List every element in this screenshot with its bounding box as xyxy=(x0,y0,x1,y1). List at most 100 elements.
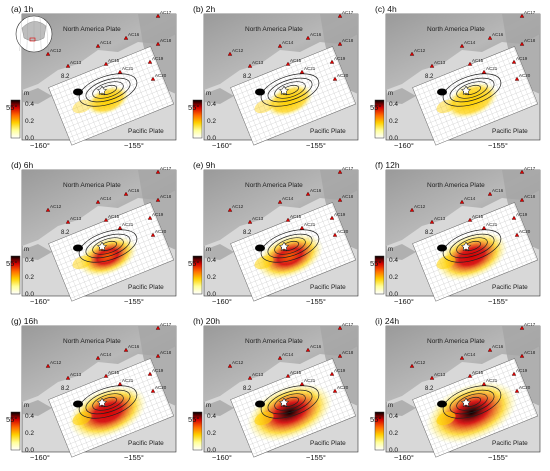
station-label: AC12 xyxy=(414,204,426,209)
station-marker xyxy=(429,375,435,380)
alaska-land xyxy=(386,170,540,246)
station-label: AC13 xyxy=(252,216,264,221)
north-america-plate-label: North America Plate xyxy=(63,338,121,345)
longitude-label: −155° xyxy=(488,453,508,462)
station-marker xyxy=(519,41,525,46)
station-label: AC15 xyxy=(108,58,120,63)
station-label: AC15 xyxy=(108,214,120,219)
station-label: AC12 xyxy=(232,48,244,53)
contour-0 xyxy=(442,385,502,419)
alaska-land xyxy=(22,14,176,90)
station-label: AC20 xyxy=(155,229,167,234)
island-land xyxy=(204,244,234,260)
station-marker xyxy=(147,59,153,64)
station-label: AC14 xyxy=(282,196,294,201)
station-label: AC13 xyxy=(70,60,82,65)
station-label: AC20 xyxy=(519,229,531,234)
station-label: AC14 xyxy=(100,196,112,201)
colorbar-tick: 0.0 xyxy=(207,291,217,298)
slip-secondary xyxy=(72,99,92,114)
focal-mechanism xyxy=(73,88,83,96)
contour-1 xyxy=(449,389,495,415)
station-marker xyxy=(305,191,311,196)
station-marker xyxy=(409,51,415,56)
epicenter-star xyxy=(278,85,290,95)
colorbar-tick: 0.2 xyxy=(389,118,399,125)
station-marker xyxy=(514,232,520,237)
station-label: AC17 xyxy=(342,10,354,15)
colorbar-title: m xyxy=(388,91,393,97)
contour-0 xyxy=(78,73,138,107)
contour-1 xyxy=(85,233,131,259)
contour-2 xyxy=(92,237,124,255)
colorbar-title: m xyxy=(206,247,211,253)
station-marker xyxy=(285,61,291,66)
station-marker xyxy=(299,225,305,230)
map-panel-a: (a) 1h North America Plate Pacific Plate 8.… xyxy=(6,4,178,150)
station-label: AC16 xyxy=(128,344,140,349)
magnitude-label: 8.2 xyxy=(243,74,252,80)
latitude-label: 55° xyxy=(6,103,18,112)
north-america-plate-label: North America Plate xyxy=(245,182,303,189)
contour-lines xyxy=(260,385,320,419)
contour-2 xyxy=(456,393,488,411)
island-land xyxy=(22,244,52,260)
station-label: AC19 xyxy=(516,212,528,217)
station-label: AC16 xyxy=(492,188,504,193)
station-marker xyxy=(247,375,253,380)
station-label: AC19 xyxy=(334,56,346,61)
station-marker xyxy=(337,13,343,18)
station-label: AC16 xyxy=(128,188,140,193)
map-panel-h: (h) 20h North America Plate Pacific Plate 8… xyxy=(188,316,360,462)
station-label: AC19 xyxy=(152,56,164,61)
magnitude-label: 8.2 xyxy=(61,74,70,80)
station-marker xyxy=(337,41,343,46)
colorbar xyxy=(10,411,21,451)
epicenter-star xyxy=(460,241,472,251)
station-marker xyxy=(519,325,525,330)
contour-2 xyxy=(274,393,306,411)
north-america-plate-label: North America Plate xyxy=(63,182,121,189)
station-marker xyxy=(487,35,493,40)
station-label: AC21 xyxy=(486,222,498,227)
station-label: AC14 xyxy=(282,40,294,45)
island-land xyxy=(386,88,416,104)
alaska-land xyxy=(386,14,540,90)
station-label: AC20 xyxy=(337,385,349,390)
colorbar-title: m xyxy=(206,91,211,97)
colorbar-tick: 0.0 xyxy=(207,135,217,142)
station-label: AC13 xyxy=(434,216,446,221)
station-label: AC20 xyxy=(337,229,349,234)
map-panel-g: (g) 16h North America Plate Pacific Plate 8… xyxy=(6,316,178,462)
panel-title: (g) 16h xyxy=(11,316,38,326)
station-marker xyxy=(329,59,335,64)
station-marker xyxy=(247,63,253,68)
station-label: AC16 xyxy=(128,32,140,37)
station-label: AC21 xyxy=(304,222,316,227)
colorbar-tick: 0.4 xyxy=(25,257,35,264)
slip-secondary xyxy=(436,99,456,114)
station-marker xyxy=(409,363,415,368)
station-marker xyxy=(155,41,161,46)
colorbar-tick: 0.2 xyxy=(25,274,35,281)
focal-mechanism xyxy=(255,244,265,252)
peninsula-land xyxy=(502,170,540,250)
map-panel-e: (e) 9h North America Plate Pacific Plate 8.… xyxy=(188,160,360,306)
contour-2 xyxy=(274,81,306,99)
colorbar-title: m xyxy=(24,91,29,97)
map-svg xyxy=(192,169,359,302)
longitude-label: −155° xyxy=(306,453,326,462)
contour-0 xyxy=(260,229,320,263)
station-label: AC14 xyxy=(464,196,476,201)
station-marker xyxy=(519,13,525,18)
station-label: AC20 xyxy=(519,73,531,78)
station-label: AC14 xyxy=(100,40,112,45)
station-marker xyxy=(332,76,338,81)
peninsula-land xyxy=(138,170,176,250)
station-label: AC15 xyxy=(290,214,302,219)
station-marker xyxy=(277,43,283,48)
contour-1 xyxy=(267,233,313,259)
panel-title: (c) 4h xyxy=(375,4,397,14)
contour-lines xyxy=(78,73,138,107)
station-label: AC17 xyxy=(524,322,536,327)
